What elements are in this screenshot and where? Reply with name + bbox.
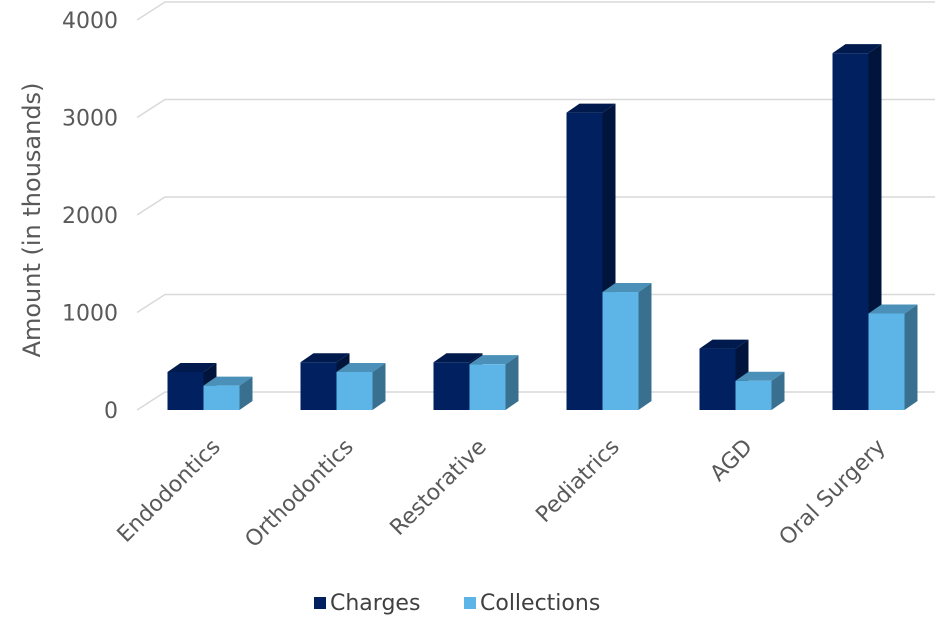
bar-front	[699, 348, 736, 410]
x-axis-ticks: Endodontics Orthodontics Restorative Pediat…	[113, 435, 891, 553]
gridline	[136, 196, 935, 216]
bar-front	[167, 371, 204, 410]
gridline	[136, 98, 935, 119]
y-tick-label: 1000	[62, 302, 118, 327]
y-tick-label: 2000	[62, 204, 118, 229]
y-axis-ticks: 0 1000 2000 3000 4000	[62, 9, 118, 424]
legend: Charges Collections	[314, 591, 600, 616]
bar-top	[566, 103, 616, 113]
bar-front	[566, 112, 603, 410]
bar-front	[203, 385, 240, 410]
bar-top	[602, 283, 652, 293]
bar-side	[239, 376, 253, 410]
legend-label: Collections	[480, 591, 600, 616]
bar-collections-4	[735, 371, 785, 410]
gridline	[136, 391, 935, 411]
bar-collections-3	[602, 283, 652, 410]
bar-top	[469, 355, 519, 365]
bar-front	[300, 362, 337, 410]
bar-front	[433, 362, 470, 410]
bar-front	[469, 364, 506, 410]
bar-top	[832, 44, 882, 54]
y-tick-label: 3000	[62, 107, 118, 132]
y-axis-title: Amount (in thousands)	[18, 83, 46, 358]
legend-label: Charges	[330, 591, 420, 616]
x-tick-label: Restorative	[386, 435, 492, 541]
gridlines	[136, 1, 935, 411]
bar-side	[372, 362, 386, 410]
bar-collections-2	[469, 355, 519, 410]
y-tick-label: 0	[104, 399, 118, 424]
bar-collections-1	[336, 362, 386, 410]
bar-top	[735, 371, 785, 381]
gridline	[136, 1, 935, 21]
x-tick-label: Endodontics	[113, 435, 226, 548]
gridline	[136, 293, 935, 314]
bar-front	[336, 371, 373, 410]
bar-top	[300, 353, 350, 363]
bar-front	[868, 313, 905, 410]
x-tick-label: Oral Surgery	[775, 435, 891, 551]
bar-top	[699, 339, 749, 349]
bar-top	[336, 362, 386, 372]
bar-side	[505, 355, 519, 410]
legend-swatch	[464, 597, 476, 609]
bar-top	[433, 353, 483, 363]
legend-item-charges: Charges	[314, 591, 420, 616]
bar-front	[735, 380, 772, 410]
bar-top	[868, 304, 918, 314]
bar-side	[771, 371, 785, 410]
x-tick-label: Orthodontics	[241, 435, 359, 553]
bar-collections-0	[203, 376, 253, 410]
bar-collections-5	[868, 304, 918, 410]
y-tick-label: 4000	[62, 9, 118, 34]
bar-side	[904, 304, 918, 410]
x-tick-label: AGD	[706, 435, 758, 487]
bar-top	[167, 362, 217, 372]
bars	[167, 44, 918, 411]
legend-item-collections: Collections	[464, 591, 600, 616]
bar-front	[832, 53, 869, 411]
bar-front	[602, 292, 639, 410]
x-tick-label: Pediatrics	[531, 435, 624, 528]
bar-side	[638, 283, 652, 410]
bar-top	[203, 376, 253, 386]
legend-swatch	[314, 597, 326, 609]
